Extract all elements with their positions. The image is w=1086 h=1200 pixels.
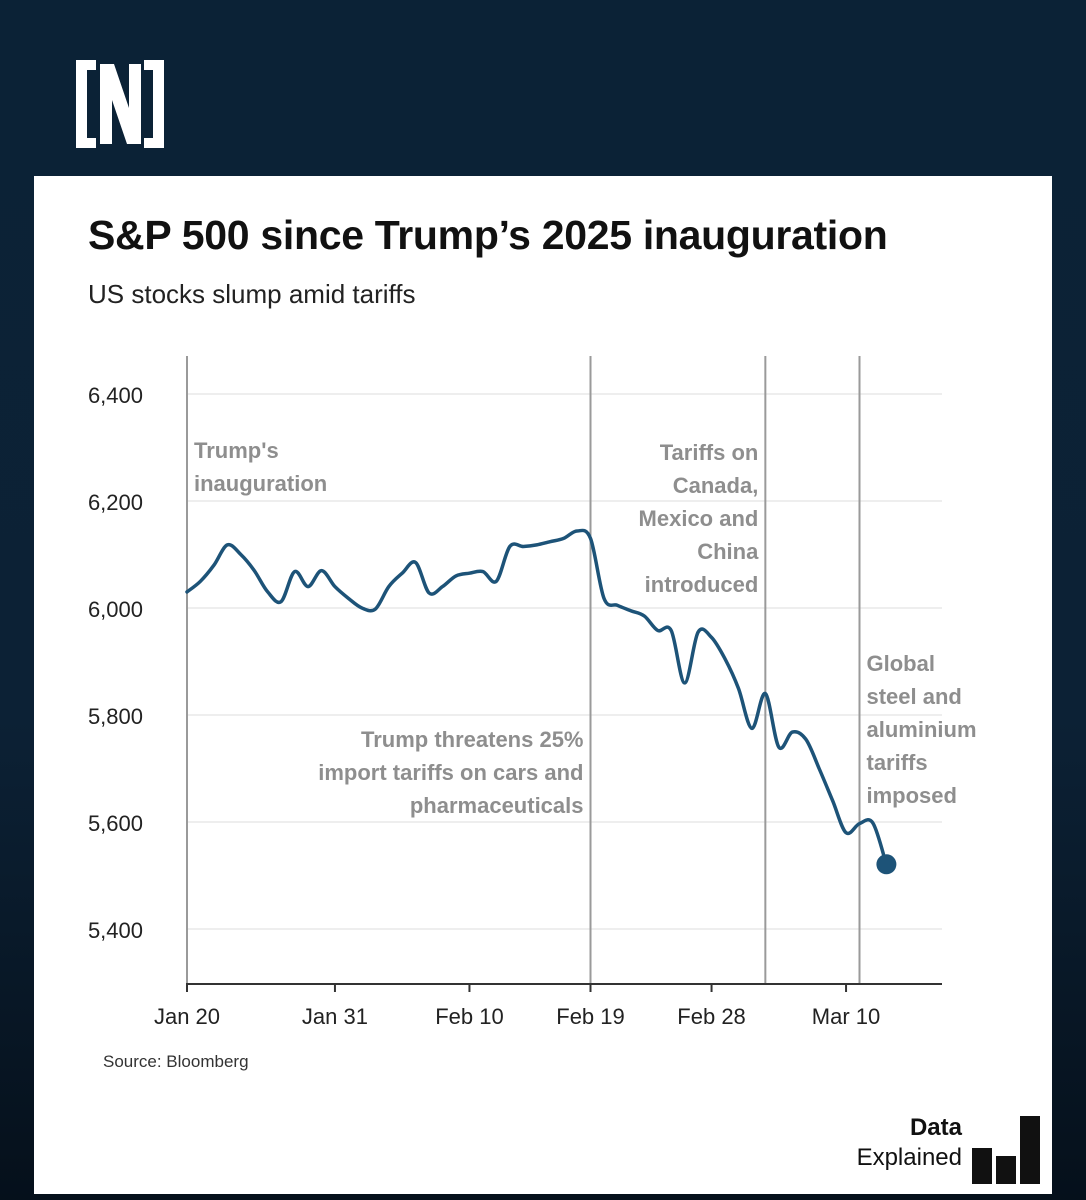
annotation-label: Tariffs on Canada, Mexico and China introduc…	[639, 440, 760, 597]
series-line-sp500	[185, 528, 889, 867]
x-tick-label: Feb 28	[677, 1004, 746, 1029]
chart-title: S&P 500 since Trump’s 2025 inauguration	[88, 212, 888, 258]
n-bracket-logo-icon	[76, 60, 164, 148]
y-tick-label: 6,200	[88, 490, 143, 515]
y-tick-label: 6,400	[88, 383, 143, 408]
x-tick-label: Jan 31	[302, 1004, 368, 1029]
annotation-label: Trump's inauguration	[194, 438, 327, 496]
x-tick-label: Mar 10	[812, 1004, 880, 1029]
line-chart: 5,400 5,600 5,800 6,000 6,200 6,400 Jan 20 Jan …	[88, 356, 977, 1029]
y-tick-label: 5,800	[88, 704, 143, 729]
brand-line-2: Explained	[856, 1144, 962, 1171]
brand-line-1: Data	[909, 1114, 962, 1141]
x-tick-label: Feb 10	[435, 1004, 504, 1029]
source-note: Source: Bloomberg	[103, 1052, 249, 1071]
data-explained-brand: Data Explained	[834, 1108, 1044, 1188]
y-tick-label: 5,400	[88, 918, 143, 943]
annotation-label: Global steel and aluminium tariffs imposed	[867, 651, 977, 808]
y-tick-label: 5,600	[88, 811, 143, 836]
chart-subtitle: US stocks slump amid tariffs	[88, 279, 416, 309]
y-tick-label: 6,000	[88, 597, 143, 622]
annotation-label: Trump threatens 25% import tariffs on car…	[318, 727, 583, 818]
x-tick-label: Jan 20	[154, 1004, 220, 1029]
end-marker-dot	[876, 854, 897, 875]
x-tick-label: Feb 19	[556, 1004, 625, 1029]
chart-card: S&P 500 since Trump’s 2025 inauguration …	[34, 176, 1052, 1194]
